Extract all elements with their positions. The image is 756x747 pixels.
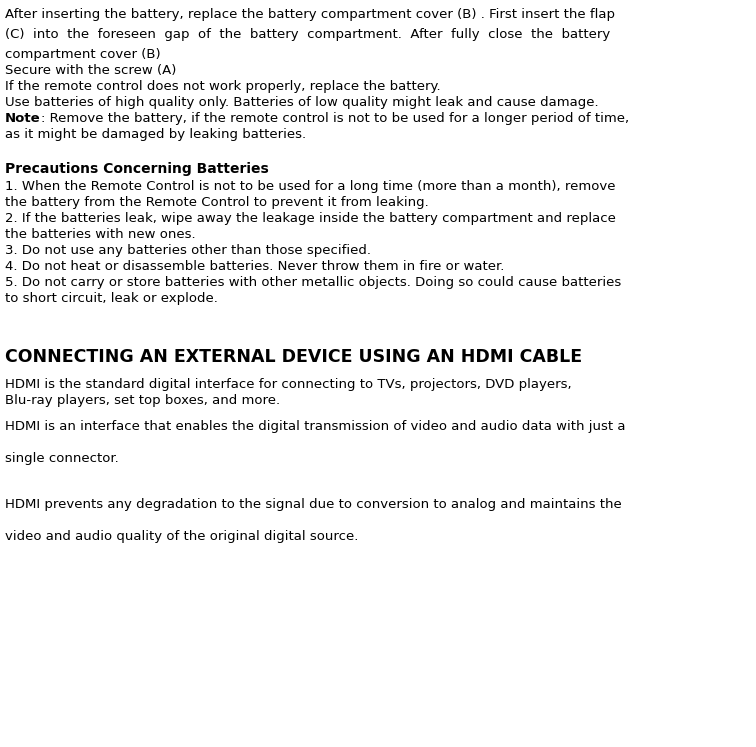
Text: Use batteries of high quality only. Batteries of low quality might leak and caus: Use batteries of high quality only. Batt… [5, 96, 599, 109]
Text: 4. Do not heat or disassemble batteries. Never throw them in fire or water.: 4. Do not heat or disassemble batteries.… [5, 260, 504, 273]
Text: 3. Do not use any batteries other than those specified.: 3. Do not use any batteries other than t… [5, 244, 371, 257]
Text: compartment cover (B): compartment cover (B) [5, 48, 160, 61]
Text: HDMI prevents any degradation to the signal due to conversion to analog and main: HDMI prevents any degradation to the sig… [5, 498, 621, 511]
Text: After inserting the battery, replace the battery compartment cover (B) . First i: After inserting the battery, replace the… [5, 8, 615, 21]
Text: (C)  into  the  foreseen  gap  of  the  battery  compartment.  After  fully  clo: (C) into the foreseen gap of the battery… [5, 28, 610, 41]
Text: : Remove the battery, if the remote control is not to be used for a longer perio: : Remove the battery, if the remote cont… [41, 112, 629, 125]
Text: to short circuit, leak or explode.: to short circuit, leak or explode. [5, 292, 218, 305]
Text: 2. If the batteries leak, wipe away the leakage inside the battery compartment a: 2. If the batteries leak, wipe away the … [5, 212, 616, 225]
Text: Precautions Concerning Batteries: Precautions Concerning Batteries [5, 162, 268, 176]
Text: the battery from the Remote Control to prevent it from leaking.: the battery from the Remote Control to p… [5, 196, 429, 209]
Text: the batteries with new ones.: the batteries with new ones. [5, 228, 196, 241]
Text: 5. Do not carry or store batteries with other metallic objects. Doing so could c: 5. Do not carry or store batteries with … [5, 276, 621, 289]
Text: single connector.: single connector. [5, 452, 119, 465]
Text: Blu-ray players, set top boxes, and more.: Blu-ray players, set top boxes, and more… [5, 394, 280, 407]
Text: 1. When the Remote Control is not to be used for a long time (more than a month): 1. When the Remote Control is not to be … [5, 180, 615, 193]
Text: HDMI is an interface that enables the digital transmission of video and audio da: HDMI is an interface that enables the di… [5, 420, 625, 433]
Text: If the remote control does not work properly, replace the battery.: If the remote control does not work prop… [5, 80, 441, 93]
Text: Secure with the screw (A): Secure with the screw (A) [5, 64, 176, 77]
Text: CONNECTING AN EXTERNAL DEVICE USING AN HDMI CABLE: CONNECTING AN EXTERNAL DEVICE USING AN H… [5, 348, 582, 366]
Text: as it might be damaged by leaking batteries.: as it might be damaged by leaking batter… [5, 128, 306, 141]
Text: HDMI is the standard digital interface for connecting to TVs, projectors, DVD pl: HDMI is the standard digital interface f… [5, 378, 572, 391]
Text: video and audio quality of the original digital source.: video and audio quality of the original … [5, 530, 358, 543]
Text: Note: Note [5, 112, 41, 125]
